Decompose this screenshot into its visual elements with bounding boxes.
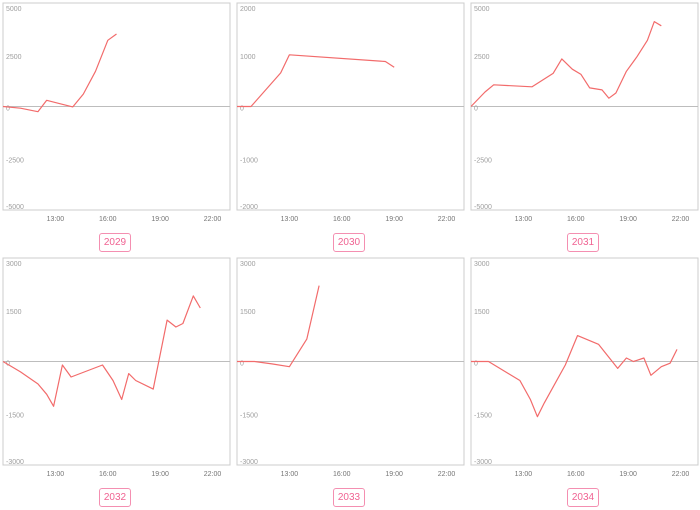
panel-label: 2029 [0,232,230,252]
x-tick-label: 22:00 [672,216,690,223]
x-tick-label: 16:00 [567,216,585,223]
series-line [2,33,117,113]
y-tick-label: -2500 [474,157,492,164]
year-badge[interactable]: 2034 [566,488,600,507]
y-tick-label: 2500 [474,54,490,61]
line-chart: 3000 1500 0 -1500 -3000 13:00 16:00 19:00 22:00 [470,257,699,478]
y-tick-label: -5000 [6,204,24,211]
x-tick-label: 13:00 [281,471,299,478]
x-tick-label: 19:00 [151,471,169,478]
chart-panel-2032: 3000 1500 0 -1500 -3000 13:00 16:00 19:00 22:00 2… [0,255,231,510]
y-tick-label: -2000 [240,204,258,211]
line-chart: 5000 2500 0 -2500 -5000 13:00 16:00 19:00 22:00 [470,2,699,223]
y-tick-label: -1000 [240,157,258,164]
y-tick-label: 1500 [474,309,490,316]
line-chart: 2000 1000 0 -1000 -2000 13:00 16:00 19:00 22:00 [236,2,465,223]
y-tick-label: 0 [474,361,478,368]
chart-panel-2029: 5000 2500 0 -2500 -5000 13:00 16:00 19:00 22:00 2… [0,0,231,255]
y-tick-label: -3000 [6,459,24,466]
chart-panel-2031: 5000 2500 0 -2500 -5000 13:00 16:00 19:00 22:00 2… [468,0,699,255]
panel-label: 2031 [468,232,698,252]
series-line [2,295,201,407]
y-tick-label: -1500 [474,412,492,419]
y-tick-label: 3000 [6,261,22,268]
y-tick-label: 3000 [240,261,256,268]
line-chart: 3000 1500 0 -1500 -3000 13:00 16:00 19:00 22:00 [236,257,465,478]
x-tick-label: 16:00 [333,471,351,478]
year-badge[interactable]: 2031 [566,233,600,252]
x-tick-label: 19:00 [385,471,403,478]
x-tick-label: 16:00 [99,216,117,223]
x-tick-label: 16:00 [99,471,117,478]
chart-panel-2030: 2000 1000 0 -1000 -2000 13:00 16:00 19:00 22:00 2… [234,0,465,255]
y-tick-label: 1500 [240,309,256,316]
year-badge[interactable]: 2030 [332,233,366,252]
x-tick-label: 13:00 [515,216,533,223]
year-badge[interactable]: 2033 [332,488,366,507]
y-tick-label: 3000 [474,261,490,268]
series-line [470,21,662,107]
x-tick-label: 22:00 [438,216,456,223]
y-tick-label: 0 [240,106,244,113]
y-tick-label: 1000 [240,54,256,61]
y-tick-label: 5000 [474,6,490,13]
chart-panel-2034: 3000 1500 0 -1500 -3000 13:00 16:00 19:00 22:00 2… [468,255,699,510]
y-tick-label: 0 [474,106,478,113]
x-tick-label: 19:00 [385,216,403,223]
x-tick-label: 19:00 [151,216,169,223]
x-tick-label: 19:00 [619,471,637,478]
y-tick-label: -5000 [474,204,492,211]
x-tick-label: 16:00 [333,216,351,223]
series-line [237,54,395,108]
y-tick-label: -1500 [240,412,258,419]
line-chart: 5000 2500 0 -2500 -5000 13:00 16:00 19:00 22:00 [2,2,231,223]
series-line [237,285,320,368]
series-line [471,334,678,418]
x-tick-label: 13:00 [47,216,65,223]
y-tick-label: 5000 [6,6,22,13]
x-tick-label: 22:00 [672,471,690,478]
y-tick-label: 0 [6,106,10,113]
x-tick-label: 13:00 [281,216,299,223]
panel-label: 2033 [234,487,464,507]
x-tick-label: 19:00 [619,216,637,223]
panel-label: 2032 [0,487,230,507]
chart-panel-2033: 3000 1500 0 -1500 -3000 13:00 16:00 19:00 22:00 2… [234,255,465,510]
x-tick-label: 22:00 [204,471,222,478]
x-tick-label: 13:00 [515,471,533,478]
y-tick-label: 2000 [240,6,256,13]
panel-label: 2034 [468,487,698,507]
y-tick-label: -3000 [474,459,492,466]
year-badge[interactable]: 2029 [98,233,132,252]
x-tick-label: 16:00 [567,471,585,478]
y-tick-label: -1500 [6,412,24,419]
year-badge[interactable]: 2032 [98,488,132,507]
y-tick-label: 0 [240,361,244,368]
x-tick-label: 22:00 [438,471,456,478]
y-tick-label: -2500 [6,157,24,164]
x-tick-label: 13:00 [47,471,65,478]
y-tick-label: -3000 [240,459,258,466]
y-tick-label: 2500 [6,54,22,61]
panel-label: 2030 [234,232,464,252]
x-tick-label: 22:00 [204,216,222,223]
y-tick-label: 1500 [6,309,22,316]
